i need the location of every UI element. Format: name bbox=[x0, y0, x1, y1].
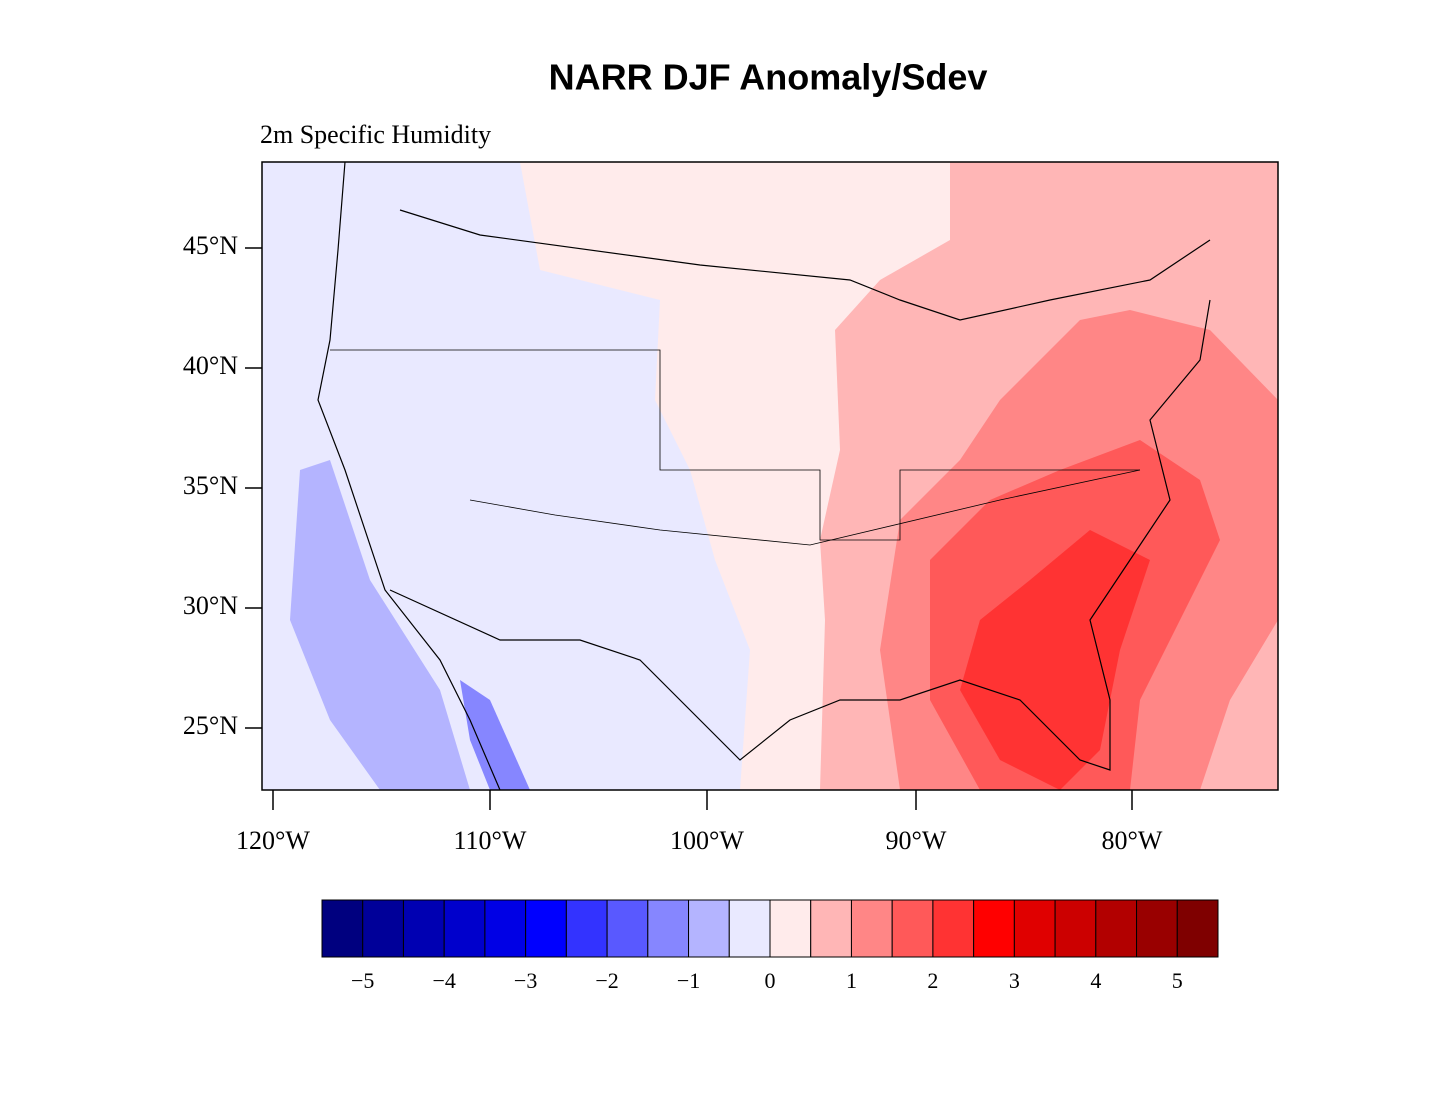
colorbar: −5 −4 −3 −2 −1 0 1 2 3 4 5 bbox=[321, 899, 1219, 993]
colorbar-label: −5 bbox=[351, 968, 374, 993]
coastline bbox=[389, 299, 1211, 771]
map-field bbox=[262, 162, 1278, 790]
colorbar-label: 4 bbox=[1090, 968, 1101, 993]
colorbar-label: −2 bbox=[595, 968, 618, 993]
colorbar-label: −4 bbox=[432, 968, 455, 993]
subtitle: 2m Specific Humidity bbox=[260, 120, 491, 149]
plot-frame bbox=[261, 161, 1279, 791]
x-tick-label: 110°W bbox=[454, 826, 527, 855]
colorbar-box bbox=[402, 899, 445, 958]
x-tick-label: 90°W bbox=[886, 826, 947, 855]
state-border bbox=[469, 469, 1141, 546]
state-border bbox=[330, 349, 1140, 541]
colorbar-box bbox=[1013, 899, 1056, 958]
x-tick-label: 100°W bbox=[670, 826, 744, 855]
colorbar-box bbox=[728, 899, 771, 958]
colorbar-box bbox=[688, 899, 730, 958]
y-tick-label: 40°N bbox=[183, 351, 238, 380]
colorbar-label: 3 bbox=[1009, 968, 1020, 993]
colorbar-box bbox=[647, 899, 690, 958]
coastline bbox=[317, 162, 501, 790]
colorbar-box bbox=[932, 899, 975, 958]
y-tick-label: 35°N bbox=[183, 471, 238, 500]
colorbar-box bbox=[1095, 899, 1138, 958]
colorbar-box bbox=[525, 899, 567, 958]
border bbox=[399, 209, 1211, 321]
colorbar-label: 1 bbox=[846, 968, 857, 993]
field-region bbox=[960, 530, 1150, 790]
colorbar-box bbox=[443, 899, 486, 958]
x-tick-label: 120°W bbox=[236, 826, 310, 855]
y-tick-label: 45°N bbox=[183, 231, 238, 260]
colorbar-box bbox=[565, 899, 608, 958]
colorbar-box bbox=[1136, 899, 1178, 958]
colorbar-label: 5 bbox=[1172, 968, 1183, 993]
colorbar-box bbox=[484, 899, 527, 958]
colorbar-box bbox=[769, 899, 812, 958]
colorbar-label: −1 bbox=[677, 968, 700, 993]
colorbar-box bbox=[362, 899, 404, 958]
field-region bbox=[460, 680, 530, 790]
colorbar-box bbox=[1054, 899, 1097, 958]
x-tick-label: 80°W bbox=[1102, 826, 1163, 855]
colorbar-box bbox=[850, 899, 893, 958]
colorbar-label: −3 bbox=[514, 968, 537, 993]
colorbar-box bbox=[321, 899, 364, 958]
colorbar-box bbox=[1176, 899, 1219, 958]
field-region bbox=[290, 460, 470, 790]
axes: 45°N 40°N 35°N 30°N 25°N 120°W 110°W 100°W 90°W 8… bbox=[183, 231, 1163, 855]
colorbar-box bbox=[810, 899, 852, 958]
y-tick-label: 30°N bbox=[183, 591, 238, 620]
colorbar-box bbox=[606, 899, 649, 958]
colorbar-label: 0 bbox=[765, 968, 776, 993]
colorbar-box bbox=[973, 899, 1015, 958]
y-tick-label: 25°N bbox=[183, 711, 238, 740]
colorbar-box bbox=[891, 899, 934, 958]
title: NARR DJF Anomaly/Sdev bbox=[549, 57, 988, 98]
colorbar-label: 2 bbox=[927, 968, 938, 993]
